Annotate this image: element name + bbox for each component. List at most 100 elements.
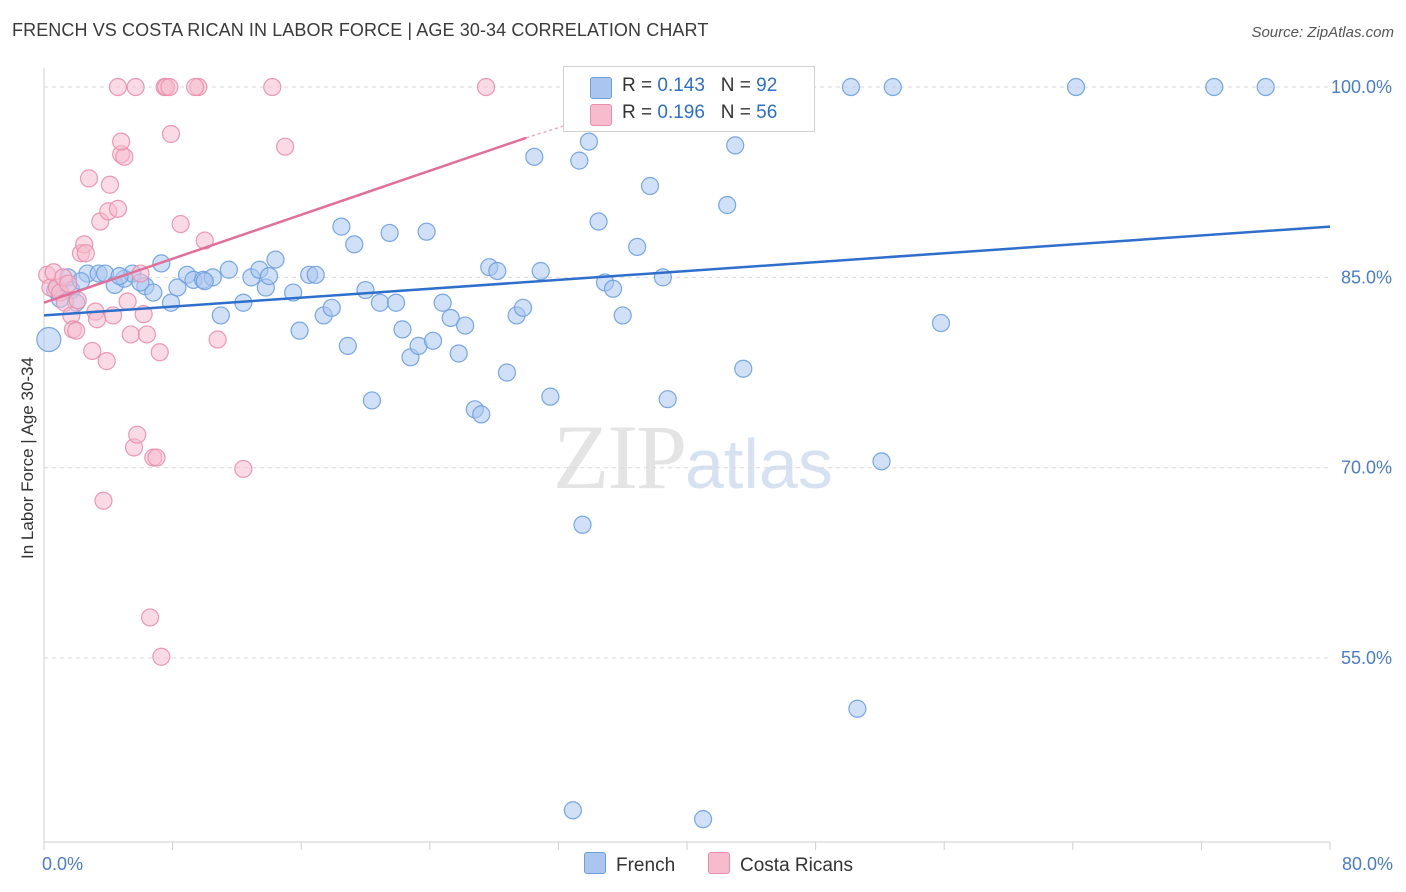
costa-rican-point [476, 77, 496, 97]
french-point [219, 260, 238, 279]
french-trend-line [43, 225, 1331, 317]
french-point [531, 261, 550, 281]
watermark-zip: ZIP [553, 406, 687, 508]
french-point [541, 387, 560, 406]
costa-rican-point [59, 274, 78, 293]
costa-rican-point [83, 341, 102, 361]
costa-rican-point [79, 169, 99, 188]
costa-rican-point [76, 244, 95, 263]
french-point [306, 265, 325, 284]
french-point [718, 195, 737, 215]
french-point [573, 515, 592, 534]
stats-legend: R = 0.143 N = 92 R = 0.196 N = 56 [563, 66, 815, 132]
french-point [386, 293, 406, 312]
french-point [525, 147, 544, 166]
trend-lines [43, 121, 1331, 317]
french-point [734, 359, 753, 378]
costa-rican-point [152, 647, 171, 666]
costa-rican-point [171, 214, 190, 234]
costa-rican-point [112, 132, 131, 151]
french-point [195, 272, 214, 291]
costa-rican-point [147, 448, 166, 467]
bottom-legend-swatch-costa-ricans [708, 852, 730, 874]
costa-rican-point [67, 321, 86, 340]
french-point [1066, 77, 1086, 97]
y-tick-label: 85.0% [1341, 267, 1392, 287]
legend-stats-costa-ricans: R = 0.196 N = 56 [622, 102, 777, 124]
french-point [362, 391, 382, 410]
french-point [417, 222, 436, 241]
watermark-atlas: atlas [685, 425, 833, 503]
legend-n-label: N = [720, 102, 751, 123]
french-point [640, 176, 660, 196]
grid [44, 86, 1330, 659]
costa-rican-point [276, 137, 295, 156]
french-point [161, 293, 181, 312]
costa-rican-point [160, 77, 179, 97]
french-point [290, 321, 309, 340]
french-point [872, 452, 891, 471]
legend-r-label: R = [622, 102, 653, 123]
chart-title: FRENCH VS COSTA RICAN IN LABOR FORCE | A… [12, 20, 709, 40]
french-point [441, 308, 460, 328]
bottom-legend-label-french: French [616, 855, 676, 876]
y-tick-label: 100.0% [1331, 77, 1392, 97]
legend-swatch-costa-ricans [590, 104, 612, 126]
french-point [603, 279, 623, 298]
french-point [628, 237, 647, 257]
costa-rican-point [126, 77, 145, 97]
french-point [726, 136, 745, 155]
french-point [1205, 77, 1224, 97]
source-label: Source: ZipAtlas.com [1251, 24, 1394, 41]
french-point [332, 217, 351, 236]
costa-rican-point [161, 124, 181, 144]
y-tick-label: 70.0% [1341, 458, 1392, 478]
bottom-legend-costa-ricans: Costa Ricans [708, 852, 853, 877]
legend-stats-french: R = 0.143 N = 92 [622, 75, 777, 97]
legend-r-value: 0.143 [657, 75, 705, 96]
french-point [433, 293, 452, 312]
legend-r-label: R = [622, 75, 653, 96]
french-point [345, 235, 364, 254]
french-point [449, 344, 468, 363]
legend-n-value: 92 [756, 75, 778, 96]
legend-swatch-french [590, 77, 612, 99]
costa-rican-point [118, 292, 137, 311]
costa-rican-point [115, 147, 134, 166]
x-tick-label-max: 80.0% [1342, 854, 1393, 874]
french-point [497, 363, 517, 382]
costa-rican-point [137, 325, 156, 344]
costa-rican-trend-line [43, 136, 527, 304]
french-point [322, 298, 341, 317]
french-point [393, 320, 412, 339]
french-point [144, 283, 163, 302]
bottom-legend-swatch-french [584, 852, 606, 874]
legend-n-label: N = [720, 75, 751, 96]
costa-rican-point [108, 77, 128, 97]
tick-labels: 55.0% 70.0% 85.0% 100.0% 0.0% 80.0% [42, 77, 1393, 874]
bottom-legend-french: French [584, 852, 675, 877]
costa-rican-point [234, 459, 253, 479]
costa-rican-point [97, 352, 116, 371]
costa-rican-point [263, 77, 282, 97]
french-point [1256, 77, 1275, 97]
french-point [693, 810, 713, 829]
bottom-legend-label-costa-ricans: Costa Ricans [740, 855, 853, 876]
costa-rican-point [121, 325, 140, 344]
french-point [423, 331, 443, 350]
french-point [266, 250, 285, 269]
watermark: ZIPatlas [553, 404, 833, 510]
french-point [36, 326, 62, 353]
french-point [883, 77, 902, 97]
french-point [356, 280, 375, 300]
y-tick-label: 55.0% [1341, 648, 1392, 668]
french-point [472, 405, 491, 424]
french-point [570, 151, 589, 170]
french-point [563, 801, 582, 820]
costa-rican-point [100, 175, 120, 194]
french-point [613, 306, 632, 325]
french-point [488, 261, 507, 281]
axes [43, 68, 1331, 850]
french-point [380, 223, 399, 243]
